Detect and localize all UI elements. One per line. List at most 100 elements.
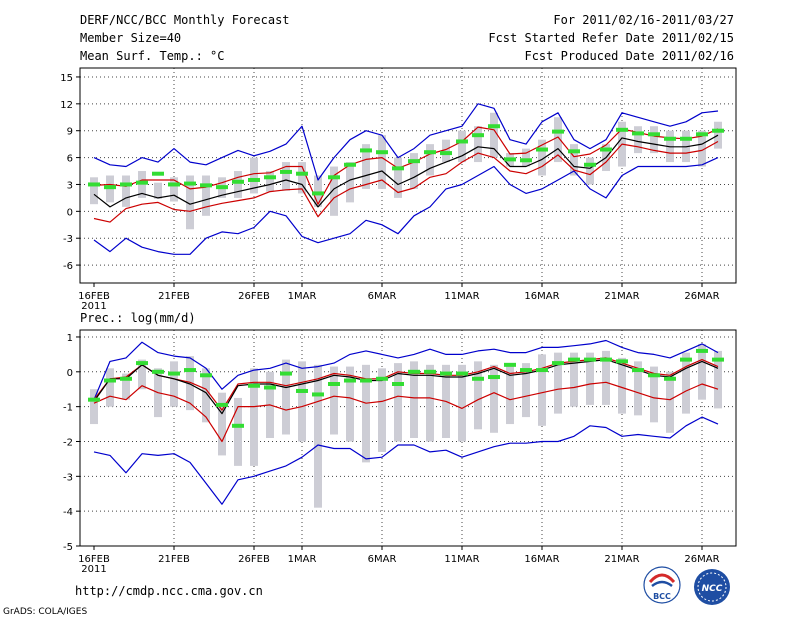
median-marker bbox=[680, 357, 692, 362]
ncc-logo-text: NCC bbox=[702, 584, 723, 594]
median-marker bbox=[312, 392, 324, 397]
spread-box bbox=[170, 177, 178, 202]
spread-box bbox=[298, 361, 306, 442]
median-marker bbox=[392, 382, 404, 386]
source-url[interactable]: http://cmdp.ncc.cma.gov.cn bbox=[75, 584, 263, 598]
y-tick-label: -5 bbox=[63, 542, 73, 553]
spread-box bbox=[570, 352, 578, 407]
median-marker bbox=[312, 191, 324, 196]
spread-box bbox=[698, 130, 706, 167]
spread-box bbox=[170, 361, 178, 407]
spread-box bbox=[234, 397, 242, 466]
y-tick-label: 0 bbox=[67, 207, 73, 218]
spread-box bbox=[362, 144, 370, 189]
x-tick-label: 21FEB bbox=[158, 291, 190, 302]
spread-box bbox=[554, 352, 562, 414]
bcc-logo: BCC bbox=[643, 566, 681, 604]
y-tick-label: 12 bbox=[60, 100, 73, 111]
spread-box bbox=[458, 130, 466, 163]
ncc-logo: NCC bbox=[694, 569, 730, 605]
spread-box bbox=[298, 162, 306, 194]
median-marker bbox=[632, 131, 644, 136]
spread-box bbox=[266, 171, 274, 192]
precipitation-panel: -5 -4 -3 -2 -1 0 1 16FEB 21FEB 26FEB 1MAR 6MAR 11MAR… bbox=[63, 329, 737, 575]
x-tick-label: 26FEB bbox=[238, 554, 270, 565]
spread-box bbox=[602, 350, 610, 405]
upper-pct-line bbox=[93, 126, 719, 205]
median-marker bbox=[520, 368, 532, 373]
spread-box bbox=[426, 364, 434, 442]
spread-box bbox=[698, 343, 706, 400]
median-marker bbox=[88, 397, 100, 402]
x-tick-label: 16FEB bbox=[78, 554, 110, 565]
spread-box bbox=[330, 366, 338, 435]
variable-precip-label: Prec.: log(mm/d) bbox=[80, 311, 196, 325]
median-marker bbox=[360, 378, 372, 383]
median-marker bbox=[120, 376, 132, 381]
spread-box bbox=[90, 389, 98, 425]
median-marker bbox=[344, 378, 356, 383]
y-tick-label: -6 bbox=[63, 261, 73, 272]
y-tick-label: 15 bbox=[60, 73, 73, 84]
year-label: 2011 bbox=[81, 301, 106, 312]
median-marker bbox=[600, 147, 612, 152]
median-marker bbox=[104, 185, 116, 190]
median-marker bbox=[568, 357, 580, 362]
median-marker bbox=[216, 402, 228, 407]
start-date: Fcst Started Refer Date 2011/02/15 bbox=[488, 31, 734, 45]
spread-box bbox=[346, 162, 354, 203]
median-marker bbox=[184, 181, 196, 186]
spread-box bbox=[282, 162, 290, 191]
spread-box bbox=[474, 361, 482, 430]
spread-box bbox=[506, 364, 514, 425]
median-marker bbox=[264, 175, 276, 180]
x-tick-label: 1MAR bbox=[288, 291, 317, 302]
median-marker bbox=[456, 371, 468, 376]
grads-credit: GrADS: COLA/IGES bbox=[3, 607, 87, 617]
spread-box bbox=[490, 112, 498, 158]
median-marker bbox=[200, 373, 212, 378]
x-tick-label: 1MAR bbox=[288, 554, 317, 565]
year-label: 2011 bbox=[81, 564, 106, 575]
median-marker bbox=[248, 177, 260, 182]
bcc-logo-text: BCC bbox=[653, 592, 671, 601]
median-marker bbox=[424, 150, 436, 155]
spread-box bbox=[490, 364, 498, 433]
spread-box bbox=[234, 171, 242, 198]
temperature-panel: -6 -3 0 3 6 9 12 15 16FEB 21FEB 26FEB 1MAR 6MAR 11MAR… bbox=[60, 67, 737, 312]
spread-box bbox=[218, 392, 226, 456]
max-line bbox=[93, 339, 719, 400]
median-marker bbox=[712, 128, 724, 133]
median-marker bbox=[88, 182, 100, 187]
median-marker bbox=[328, 382, 340, 386]
ensemble-mean-line bbox=[93, 359, 719, 415]
member-size: Member Size=40 bbox=[80, 31, 181, 45]
median-marker bbox=[648, 373, 660, 378]
median-marker bbox=[600, 357, 612, 362]
median-marker bbox=[536, 147, 548, 152]
median-marker bbox=[456, 139, 468, 144]
spread-box bbox=[538, 354, 546, 426]
median-marker bbox=[152, 369, 164, 374]
min-line bbox=[93, 157, 719, 255]
spread-box bbox=[250, 157, 258, 194]
spread-box bbox=[650, 126, 658, 154]
median-marker bbox=[344, 162, 356, 167]
median-marker bbox=[664, 376, 676, 381]
spread-box bbox=[634, 361, 642, 416]
spread-box bbox=[282, 359, 290, 435]
median-marker bbox=[552, 361, 564, 366]
spread-box bbox=[586, 157, 594, 185]
spread-box bbox=[330, 166, 338, 216]
y-tick-label: 3 bbox=[67, 180, 73, 191]
median-marker bbox=[360, 148, 372, 153]
median-marker bbox=[264, 385, 276, 390]
spread-box bbox=[314, 175, 322, 207]
median-marker bbox=[328, 175, 340, 180]
y-tick-label: 0 bbox=[67, 368, 73, 379]
median-marker bbox=[616, 127, 628, 132]
x-tick-label: 16MAR bbox=[524, 291, 559, 302]
min-line bbox=[93, 416, 719, 505]
median-marker bbox=[632, 368, 644, 373]
